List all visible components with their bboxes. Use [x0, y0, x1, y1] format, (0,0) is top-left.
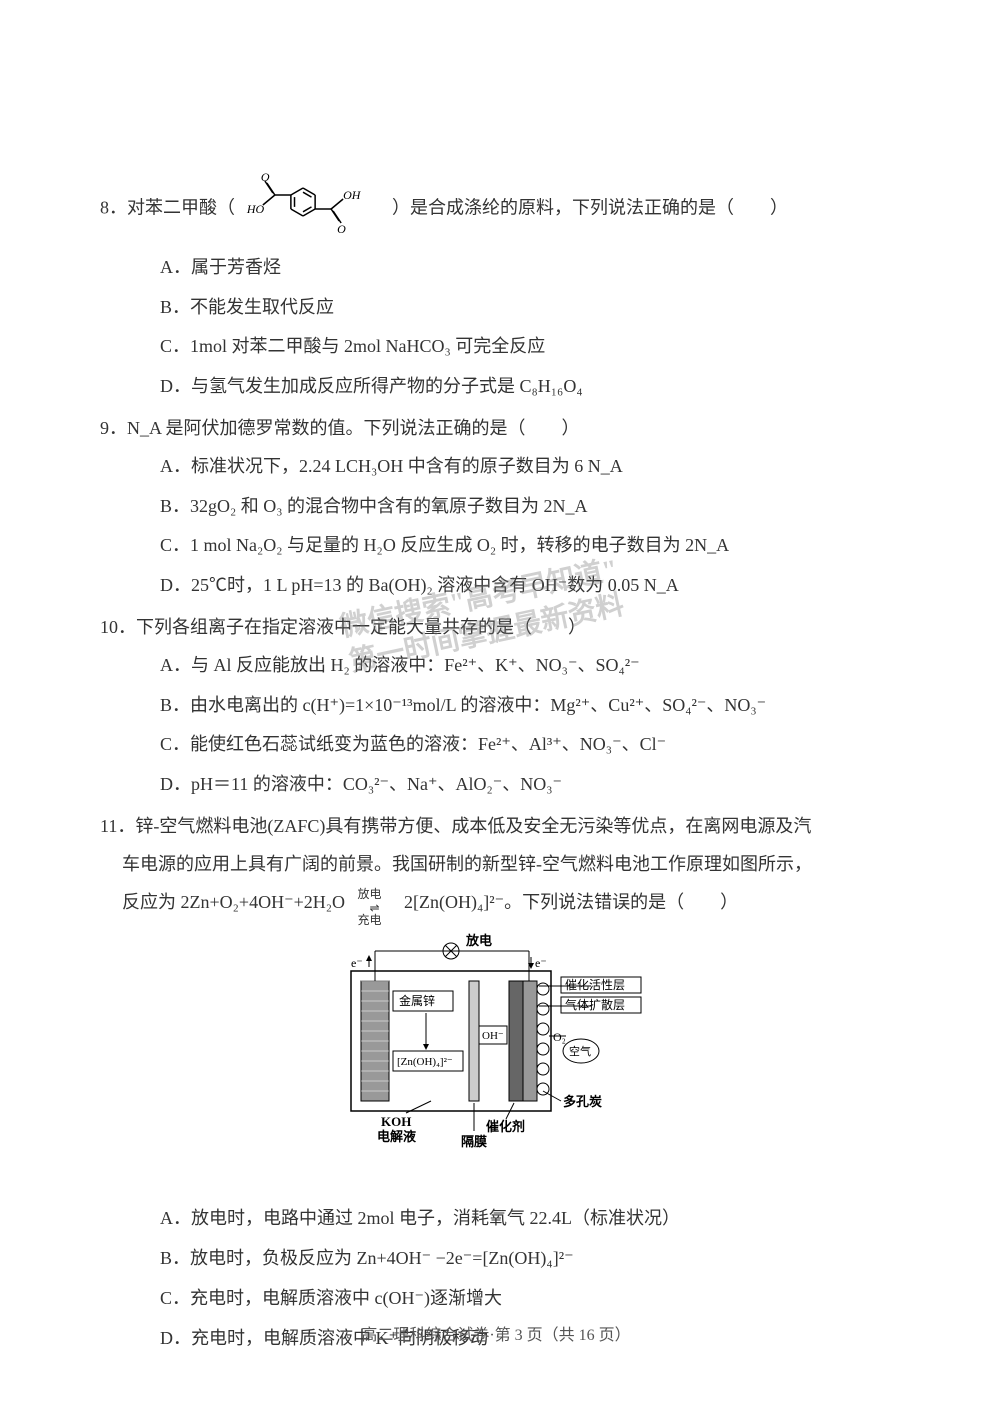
zn-air-battery-diagram: 金属锌 [Zn(OH)₄]²⁻ OH⁻ O₂空气 放电 e⁻ e⁻ 催化活性层气体扩散层 KOH… — [100, 931, 892, 1180]
q11-opt-b: B．放电时，负极反应为 Zn+4OH⁻ −2e⁻=[Zn(OH)₄]²⁻ — [160, 1240, 892, 1278]
q11-stem: 11．锌-空气燃料电池(ZAFC)具有携带方便、成本低及安全无污染等优点，在离网… — [100, 808, 892, 846]
q11-stem-l3: 反应为 2Zn+O₂+4OH⁻+2H₂O 放电 ⇌ 充电 2[Zn(OH)₄]²… — [100, 884, 892, 922]
question-11: 11．锌-空气燃料电池(ZAFC)具有携带方便、成本低及安全无污染等优点，在离网… — [100, 808, 892, 1357]
q9-opt-c: C．1 mol Na₂O₂ 与足量的 H₂O 反应生成 O₂ 时，转移的电子数目… — [160, 527, 892, 565]
q8-stem: 8．对苯二甲酸（ OHOOOH ）是合成涤纶的原料，下列说法正确的是（ ） — [100, 170, 892, 249]
q8-options: A．属于芳香烃 B．不能发生取代反应 C．1mol 对苯二甲酸与 2mol Na… — [100, 249, 892, 406]
q11-stem-l3-before: 反应为 2Zn+O₂+4OH⁻+2H₂O — [122, 892, 345, 912]
q11-number: 11． — [100, 816, 135, 836]
svg-text:O: O — [337, 222, 346, 235]
q11-stem-l1: 锌-空气燃料电池(ZAFC)具有携带方便、成本低及安全无污染等优点，在离网电源及… — [135, 816, 811, 836]
svg-text:多孔炭: 多孔炭 — [563, 1094, 602, 1109]
svg-text:电解液: 电解液 — [377, 1129, 416, 1144]
svg-text:空气: 空气 — [569, 1044, 591, 1058]
q10-opt-c: C．能使红色石蕊试纸变为蓝色的溶液：Fe²⁺、Al³⁺、NO₃⁻、Cl⁻ — [160, 726, 892, 764]
q11-stem-l3-after: 2[Zn(OH)₄]²⁻。下列说法错误的是（ ） — [404, 892, 738, 912]
page-footer: 高二理科综合试卷·第 3 页（共 16 页） — [0, 1319, 992, 1353]
q8-stem-after: ）是合成涤纶的原料，下列说法正确的是（ ） — [392, 198, 788, 218]
reversible-arrow-icon: 放电 ⇌ 充电 — [350, 888, 400, 918]
q9-opt-d: D．25℃时，1 L pH=13 的 Ba(OH)₂ 溶液中含有 OH⁻数为 0… — [160, 567, 892, 605]
q9-stem: 9．N_A 是阿伏加德罗常数的值。下列说法正确的是（ ） — [100, 410, 892, 448]
q10-opt-a: A．与 Al 反应能放出 H₂ 的溶液中：Fe²⁺、K⁺、NO₃⁻、SO₄²⁻ — [160, 647, 892, 685]
svg-text:催化活性层: 催化活性层 — [565, 978, 625, 992]
q9-opt-a: A．标准状况下，2.24 LCH₃OH 中含有的原子数目为 6 N_A — [160, 448, 892, 486]
svg-text:HO: HO — [245, 202, 264, 216]
q9-stem-text: N_A 是阿伏加德罗常数的值。下列说法正确的是（ ） — [127, 418, 580, 438]
question-8: 8．对苯二甲酸（ OHOOOH ）是合成涤纶的原料，下列说法正确的是（ ） A．… — [100, 170, 892, 406]
q10-number: 10． — [100, 617, 136, 637]
q10-stem: 10．下列各组离子在指定溶液中一定能大量共存的是（ ） — [100, 609, 892, 647]
q8-opt-b: B．不能发生取代反应 — [160, 289, 892, 327]
q9-number: 9． — [100, 418, 127, 438]
question-9: 9．N_A 是阿伏加德罗常数的值。下列说法正确的是（ ） A．标准状况下，2.2… — [100, 410, 892, 605]
q8-opt-d: D．与氢气发生加成反应所得产物的分子式是 C₈H₁₆O₄ — [160, 368, 892, 406]
q10-opt-b: B．由水电离出的 c(H⁺)=1×10⁻¹³mol/L 的溶液中：Mg²⁺、Cu… — [160, 687, 892, 725]
svg-text:OH⁻: OH⁻ — [482, 1030, 504, 1042]
svg-text:[Zn(OH)₄]²⁻: [Zn(OH)₄]²⁻ — [397, 1056, 453, 1068]
terephthalic-acid-icon: O HO O OH — [240, 170, 388, 249]
svg-text:OH: OH — [343, 188, 362, 202]
q10-stem-text: 下列各组离子在指定溶液中一定能大量共存的是（ ） — [136, 617, 586, 637]
svg-text:放电: 放电 — [465, 933, 492, 948]
q11-opt-a: A．放电时，电路中通过 2mol 电子，消耗氧气 22.4L（标准状况） — [160, 1200, 892, 1238]
svg-text:KOH: KOH — [381, 1114, 411, 1129]
svg-text:催化剂: 催化剂 — [486, 1119, 525, 1134]
svg-text:隔膜: 隔膜 — [461, 1134, 487, 1149]
svg-text:O₂: O₂ — [553, 1030, 566, 1044]
q9-options: A．标准状况下，2.24 LCH₃OH 中含有的原子数目为 6 N_A B．32… — [100, 448, 892, 605]
svg-text:气体扩散层: 气体扩散层 — [565, 997, 625, 1012]
arrow-bot-label: 充电 — [358, 908, 382, 933]
q8-opt-c: C．1mol 对苯二甲酸与 2mol NaHCO₃ 可完全反应 — [160, 328, 892, 366]
svg-text:金属锌: 金属锌 — [399, 993, 435, 1008]
question-10: 10．下列各组离子在指定溶液中一定能大量共存的是（ ） A．与 Al 反应能放出… — [100, 609, 892, 804]
svg-text:e⁻: e⁻ — [351, 956, 363, 970]
q10-opt-d: D．pH＝11 的溶液中：CO₃²⁻、Na⁺、AlO₂⁻、NO₃⁻ — [160, 766, 892, 804]
q8-number: 8． — [100, 198, 127, 218]
q8-opt-a: A．属于芳香烃 — [160, 249, 892, 287]
q9-opt-b: B．32gO₂ 和 O₃ 的混合物中含有的氧原子数目为 2N_A — [160, 488, 892, 526]
q11-opt-c: C．充电时，电解质溶液中 c(OH⁻)逐渐增大 — [160, 1280, 892, 1318]
q11-stem-l2: 车电源的应用上具有广阔的前景。我国研制的新型锌-空气燃料电池工作原理如图所示， — [100, 846, 892, 884]
svg-text:O: O — [260, 170, 269, 184]
svg-text:e⁻: e⁻ — [535, 956, 547, 970]
q10-options: A．与 Al 反应能放出 H₂ 的溶液中：Fe²⁺、K⁺、NO₃⁻、SO₄²⁻ … — [100, 647, 892, 804]
